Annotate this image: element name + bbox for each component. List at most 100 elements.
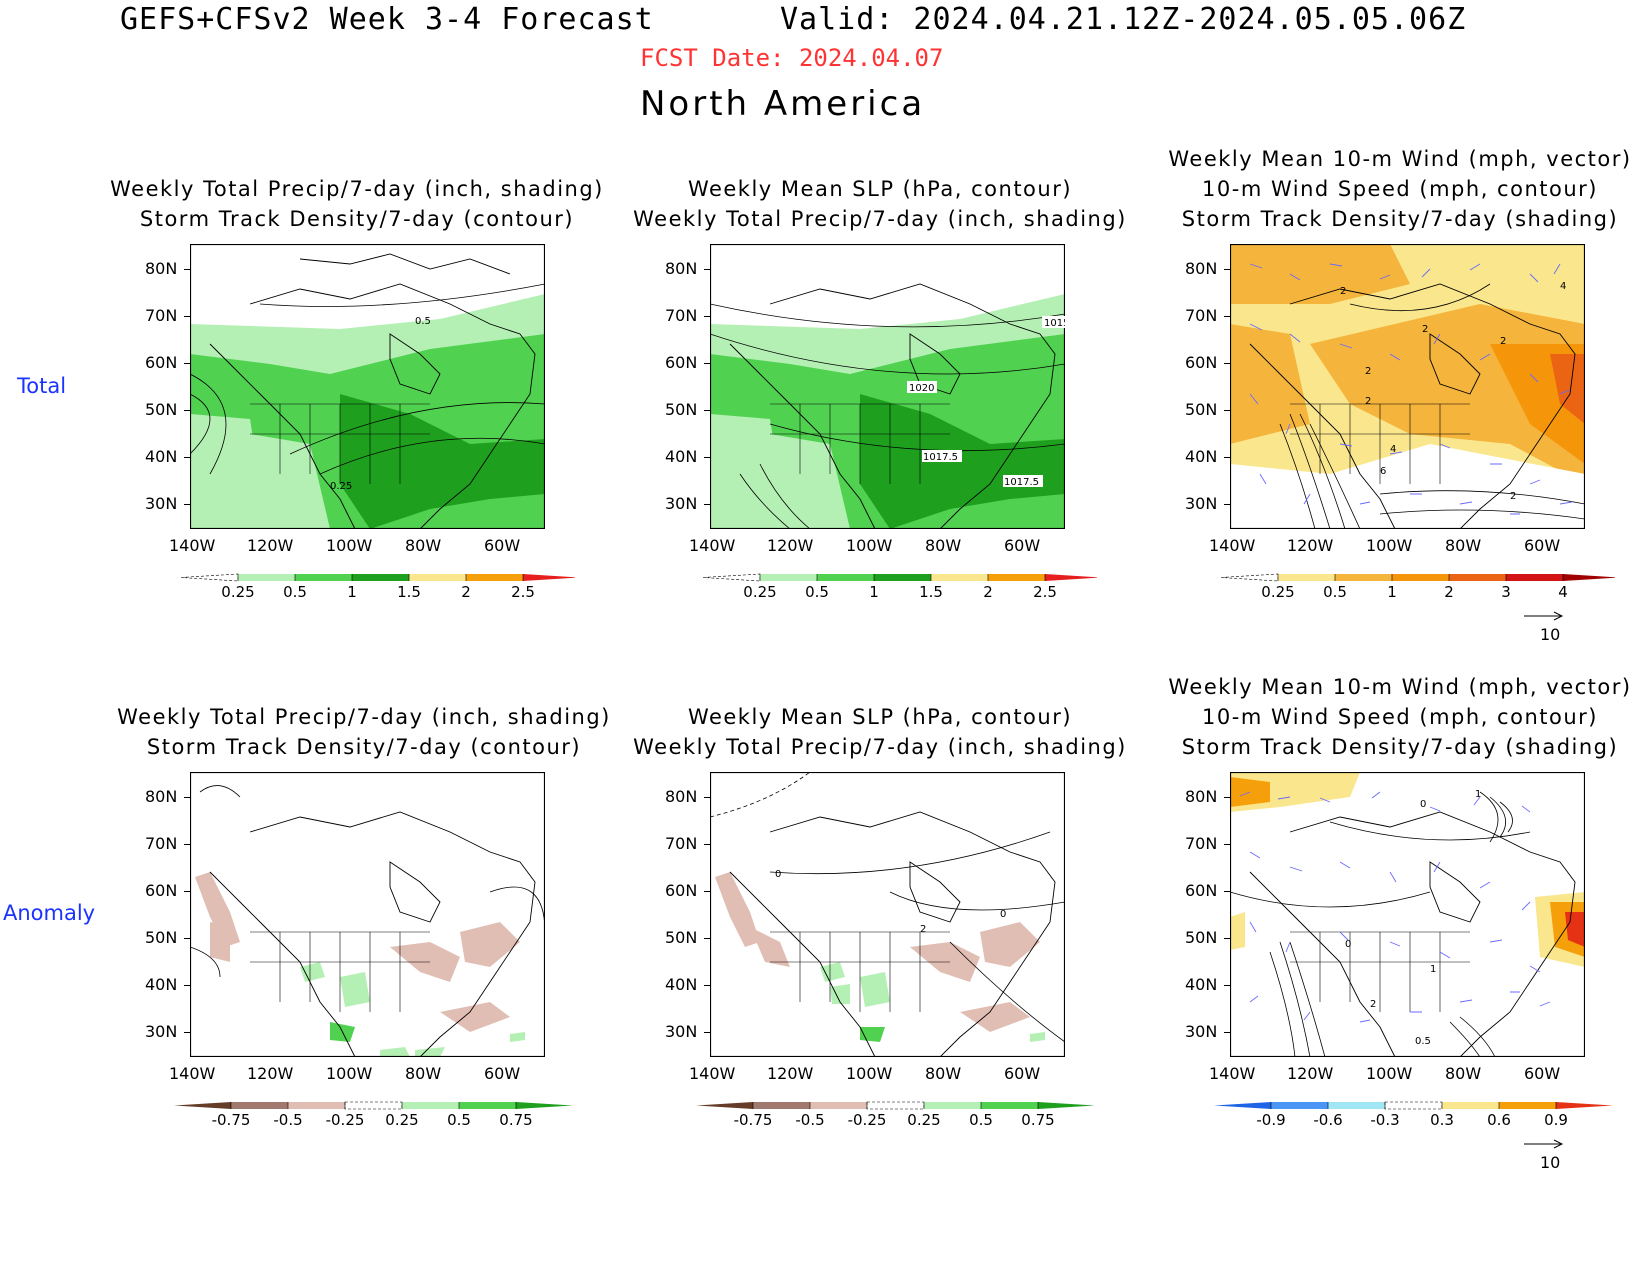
lat-tick [184, 938, 190, 939]
colorbar-swatch [174, 1102, 231, 1109]
lat-tick [1224, 316, 1230, 317]
lat-tick-label: 30N [145, 1022, 178, 1041]
contour-label: 0 [775, 869, 781, 880]
colorbar-label: -0.9 [1256, 1111, 1285, 1129]
colorbar-anom-storm: -0.9 -0.6 -0.3 0.3 0.6 0.9 [1214, 1101, 1613, 1129]
lat-tick-label: 50N [1185, 400, 1218, 419]
lat-tick [704, 985, 710, 986]
lon-tick-label: 100W [1366, 1064, 1413, 1083]
panel-title-total-slp: Weekly Mean SLP (hPa, contour) Weekly To… [615, 174, 1145, 234]
colorbar-label: 1.5 [397, 583, 421, 601]
contour-label: 0.5 [1415, 1036, 1431, 1047]
lat-tick [184, 316, 190, 317]
lat-tick-label: 50N [145, 400, 178, 419]
lon-tick-label: 120W [247, 536, 294, 555]
contour-label: 6 [1380, 466, 1386, 477]
slp-anom-contours [710, 772, 1065, 1043]
map-total-slp: 1015 1020 1017.5 1017.5 [710, 244, 1065, 529]
panel-title-anom-wind: Weekly Mean 10-m Wind (mph, vector) 10-m… [1150, 672, 1650, 762]
colorbar-label: -0.25 [326, 1111, 365, 1129]
contour-label: 4 [1390, 444, 1396, 455]
colorbar-swatch [523, 574, 575, 581]
contour-label: 0.25 [330, 481, 352, 492]
colorbar-swatch [1214, 1102, 1271, 1109]
colorbar-swatch [702, 573, 761, 582]
colorbar-label: 2 [1444, 583, 1454, 601]
title-line: 10-m Wind Speed (mph, contour) [1202, 705, 1598, 729]
title-line: Weekly Mean SLP (hPa, contour) [687, 705, 1073, 729]
colorbar-label: 4 [1558, 583, 1568, 601]
colorbar-total-storm: 0.25 0.5 1 2 3 4 [1220, 573, 1615, 601]
lon-tick-label: 120W [1287, 1064, 1334, 1083]
colorbar-swatch [344, 1101, 403, 1110]
colorbar-swatch [753, 1102, 810, 1109]
states-grid [1290, 931, 1470, 1012]
title-line: Weekly Total Precip/7-day (inch, shading… [117, 705, 611, 729]
lat-tick [184, 504, 190, 505]
contour-label: 4 [1560, 281, 1566, 292]
lat-tick-label: 70N [1185, 834, 1218, 853]
colorbar-label: 0.5 [1323, 583, 1347, 601]
panel-title-total-precip: Weekly Total Precip/7-day (inch, shading… [92, 174, 622, 234]
colorbar-swatch [760, 574, 817, 581]
colorbar-label: -0.75 [212, 1111, 251, 1129]
colorbar-swatch [1038, 1102, 1095, 1109]
colorbar-anom-precip: -0.75 -0.5 -0.25 0.25 0.5 0.75 [174, 1101, 573, 1129]
lat-tick [184, 797, 190, 798]
colorbar-label: 0.25 [221, 583, 254, 601]
lon-tick-label: 60W [1524, 1064, 1561, 1083]
colorbar-swatch [981, 1102, 1038, 1109]
panel-title-anom-slp: Weekly Mean SLP (hPa, contour) Weekly To… [615, 702, 1145, 762]
map-frame [710, 772, 1065, 1057]
title-line: Weekly Mean 10-m Wind (mph, vector) [1168, 147, 1632, 171]
colorbar-label: 0.25 [385, 1111, 418, 1129]
row-label-anomaly: Anomaly [3, 901, 96, 925]
colorbar-swatch [874, 574, 931, 581]
contour-label: 1 [1475, 789, 1481, 800]
reference-vector-total: 10 [1524, 611, 1564, 644]
contour-label: 1017.5 [1004, 477, 1039, 488]
title-line: Storm Track Density/7-day (contour) [146, 735, 582, 759]
lon-tick-label: 80W [1445, 1064, 1482, 1083]
colorbar-label: 1.5 [919, 583, 943, 601]
lat-tick-label: 80N [665, 787, 698, 806]
lat-tick [1224, 410, 1230, 411]
lat-tick [1224, 504, 1230, 505]
contour-label: 0 [1000, 909, 1006, 920]
lat-tick-label: 70N [145, 834, 178, 853]
coastline [1249, 811, 1576, 1057]
lat-tick [704, 410, 710, 411]
forecast-title: GEFS+CFSv2 Week 3-4 Forecast [120, 2, 654, 37]
colorbar-swatch [1335, 574, 1392, 581]
precip-shading [190, 294, 545, 529]
colorbar-swatch [1499, 1102, 1556, 1109]
lat-tick [1224, 269, 1230, 270]
colorbar-swatch [1556, 1102, 1613, 1109]
contour-label: 2 [1500, 336, 1506, 347]
lat-tick-label: 50N [665, 400, 698, 419]
lat-tick-label: 30N [665, 494, 698, 513]
title-line: Storm Track Density/7-day (shading) [1181, 207, 1619, 231]
title-line: Weekly Total Precip/7-day (inch, shading… [110, 177, 604, 201]
colorbar-swatch [817, 574, 874, 581]
colorbar-swatch [402, 1102, 459, 1109]
map-anom-precip [190, 772, 545, 1057]
colorbar-swatch [988, 574, 1045, 581]
map-total-wind: 2 2 2 2 4 6 2 4 2 [1230, 244, 1585, 529]
map-frame [710, 244, 1065, 529]
colorbar-swatch [459, 1102, 516, 1109]
lon-tick-label: 140W [1209, 536, 1256, 555]
colorbar-swatch [810, 1102, 867, 1109]
lat-tick [184, 410, 190, 411]
lat-tick-label: 30N [665, 1022, 698, 1041]
title-line: Weekly Total Precip/7-day (inch, shading… [633, 207, 1127, 231]
lat-tick [184, 891, 190, 892]
lon-tick-label: 80W [405, 536, 442, 555]
lat-tick-label: 30N [1185, 494, 1218, 513]
lat-tick-label: 40N [145, 975, 178, 994]
lat-tick-label: 80N [145, 259, 178, 278]
forecast-date: FCST Date: 2024.04.07 [640, 44, 944, 72]
contour-label: 2 [920, 924, 926, 935]
panel-title-anom-precip: Weekly Total Precip/7-day (inch, shading… [99, 702, 629, 762]
coastline [729, 811, 1056, 1057]
